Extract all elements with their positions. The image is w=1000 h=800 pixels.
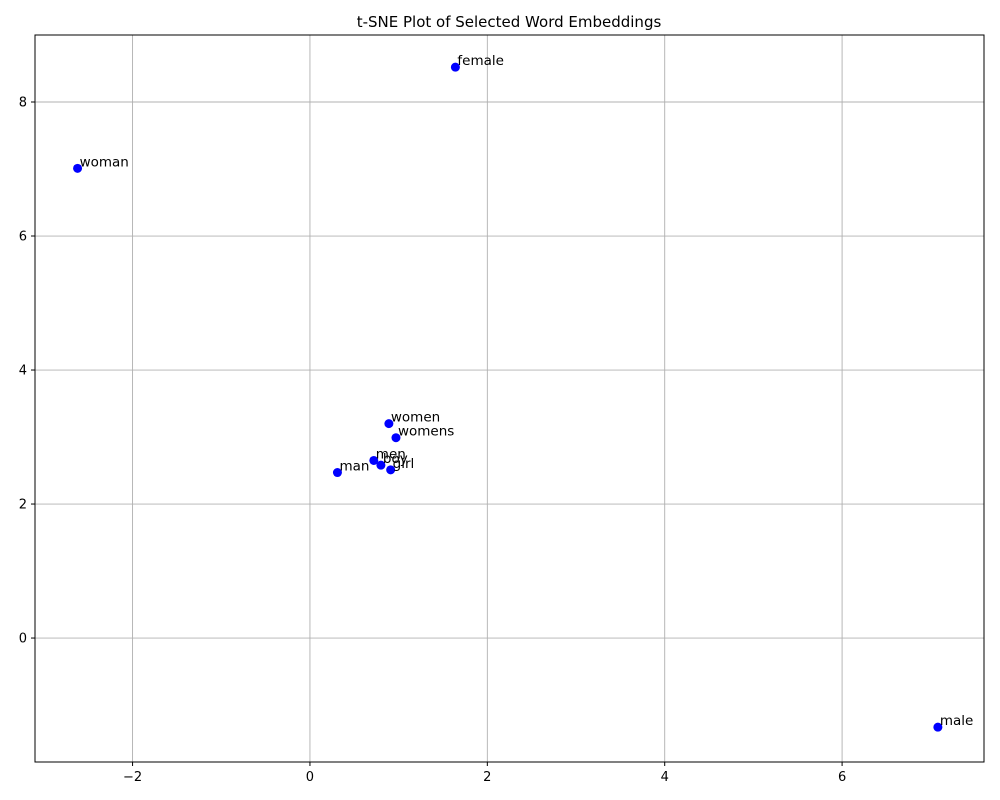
point-label-women: women <box>391 410 440 426</box>
x-tick-label-4: 6 <box>838 770 846 785</box>
point-girl <box>386 465 396 475</box>
x-tick-label-1: 0 <box>306 770 314 785</box>
point-label-womens: womens <box>398 424 454 440</box>
y-tick-label-3: 6 <box>19 230 27 245</box>
point-label-boy: boy <box>383 451 408 467</box>
point-boy <box>376 460 386 470</box>
point-men <box>369 455 379 465</box>
x-tick-label-0: −2 <box>123 770 142 785</box>
data-points <box>73 62 943 732</box>
point-label-woman: woman <box>80 154 129 170</box>
point-label-men: men <box>376 446 406 462</box>
grid-lines <box>35 35 984 762</box>
axes: −2 0 2 4 6 0 2 4 6 8 <box>19 34 985 785</box>
point-womens <box>391 433 401 443</box>
chart-title: t-SNE Plot of Selected Word Embeddings <box>357 13 662 31</box>
y-tick-label-4: 8 <box>19 96 27 111</box>
point-female <box>450 62 460 72</box>
x-tick-label-3: 4 <box>661 770 669 785</box>
axes-frame <box>34 34 985 763</box>
point-male <box>933 722 943 732</box>
point-label-female: female <box>457 53 504 69</box>
point-label-girl: girl <box>393 456 415 472</box>
point-label-male: male <box>940 713 973 729</box>
point-man <box>332 468 342 478</box>
y-tick-label-0: 0 <box>19 632 27 647</box>
point-women <box>384 419 394 429</box>
y-tick-label-2: 4 <box>19 364 27 379</box>
y-tick-label-1: 2 <box>19 498 27 513</box>
point-label-man: man <box>339 459 369 475</box>
x-tick-label-2: 2 <box>483 770 491 785</box>
point-woman <box>73 163 83 173</box>
